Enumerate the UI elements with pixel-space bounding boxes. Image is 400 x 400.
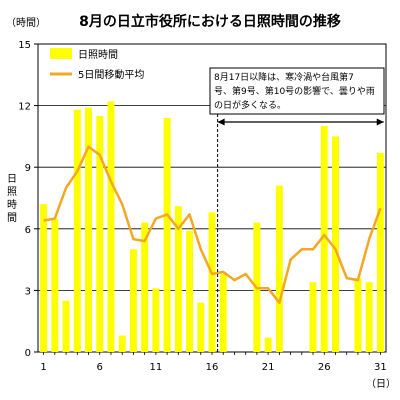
bar-day-7	[107, 101, 115, 352]
bar-day-6	[96, 115, 104, 352]
bar-day-8	[118, 335, 126, 352]
y-tick-label: 15	[18, 40, 31, 51]
bar-day-11	[152, 288, 160, 352]
legend: 日照時間 5日間移動平均	[50, 48, 144, 81]
bar-day-17	[219, 273, 227, 352]
y-unit-label: （時間）	[6, 17, 46, 29]
annotation-box	[209, 67, 385, 115]
bar-day-1	[40, 204, 48, 352]
y-tick-label: 12	[18, 102, 31, 113]
bar-day-29	[354, 278, 362, 352]
y-tick-label: 6	[25, 225, 31, 236]
bar-day-10	[141, 222, 149, 352]
arrow-head-right	[376, 118, 384, 126]
y-tick-label: 9	[25, 163, 31, 174]
bar-day-27	[332, 136, 339, 352]
annotation: 8月17日以降は、寒冷渦や台風第7 号、第9号、第10号の影響で、曇りや雨 の日…	[209, 67, 385, 352]
annotation-line-1: 8月17日以降は、寒冷渦や台風第7	[214, 71, 354, 83]
y-axis-label-char: 時	[7, 199, 17, 211]
bar-day-30	[365, 282, 373, 352]
y-tick-label: 0	[25, 348, 31, 359]
legend-swatch-bar	[50, 48, 72, 59]
x-tick-label: 11	[150, 362, 163, 373]
moving-average-line	[43, 145, 382, 304]
bar-day-14	[186, 230, 194, 352]
x-tick-label: 16	[206, 362, 219, 373]
y-axis-label-char: 間	[7, 212, 17, 224]
bar-day-25	[309, 282, 317, 352]
x-tick-label: 6	[97, 362, 103, 373]
x-tick-label: 31	[374, 362, 387, 373]
arrow-head-left	[217, 118, 225, 126]
bar-day-12	[163, 117, 171, 352]
chart-title: 8月の日立市役所における日照時間の推移	[79, 13, 341, 30]
y-tick-label: 3	[25, 286, 31, 297]
y-axis-label-char: 照	[7, 186, 17, 198]
annotation-line-2: 号、第9号、第10号の影響で、曇りや雨	[214, 85, 375, 97]
x-tick-label: 1	[40, 362, 46, 373]
bar-day-22	[275, 185, 283, 352]
bar-day-9	[129, 249, 137, 352]
bar-day-4	[73, 109, 81, 352]
x-tick-label: 21	[262, 362, 275, 373]
bar-day-5	[85, 107, 92, 352]
x-axis-ticks: 1 6 11 16 21 26 31	[40, 352, 387, 373]
x-unit-label: （日）	[366, 378, 396, 390]
bar-day-2	[51, 218, 59, 352]
bar-day-13	[174, 206, 182, 352]
legend-label-bar: 日照時間	[78, 49, 118, 61]
y-axis-ticks: 0 3 6 9 12 15	[18, 40, 38, 359]
bar-day-21	[264, 337, 272, 352]
bar-day-26	[320, 126, 328, 352]
bar-day-16	[208, 212, 216, 352]
y-axis-label: 日照時間	[7, 174, 17, 224]
legend-label-line: 5日間移動平均	[78, 68, 144, 81]
line-series	[43, 145, 382, 304]
y-axis-label-char: 日	[7, 174, 17, 185]
annotation-line-3: の日が多くなる。	[214, 99, 286, 111]
bar-day-15	[197, 302, 205, 352]
bar-day-3	[62, 300, 70, 352]
bar-series	[40, 101, 384, 352]
x-tick-label: 26	[318, 362, 331, 373]
bar-day-31	[376, 152, 384, 352]
